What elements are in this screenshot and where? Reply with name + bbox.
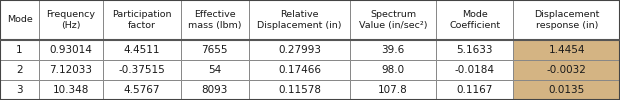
Bar [350, 60, 436, 80]
Text: -0.37515: -0.37515 [118, 65, 165, 75]
Bar [513, 80, 620, 100]
Text: 10.348: 10.348 [53, 85, 89, 95]
Text: 1.4454: 1.4454 [549, 45, 585, 55]
Text: 1: 1 [16, 45, 23, 55]
Text: Participation
factor: Participation factor [112, 10, 172, 30]
Bar [436, 60, 513, 80]
Text: Frequency
(Hz): Frequency (Hz) [46, 10, 95, 30]
Text: Mode
Coefficient: Mode Coefficient [449, 10, 500, 30]
Text: 107.8: 107.8 [378, 85, 408, 95]
Text: 54: 54 [208, 65, 221, 75]
Bar [249, 0, 350, 40]
Bar [513, 0, 620, 40]
Bar [0, 0, 39, 40]
Text: 4.4511: 4.4511 [123, 45, 160, 55]
Bar [513, 40, 620, 60]
Text: 8093: 8093 [202, 85, 228, 95]
Bar [180, 60, 249, 80]
Bar [350, 40, 436, 60]
Text: 0.17466: 0.17466 [278, 65, 321, 75]
Bar [0, 80, 39, 100]
Bar [0, 60, 39, 80]
Text: 0.11578: 0.11578 [278, 85, 321, 95]
Bar [103, 0, 180, 40]
Text: Displacement
response (in): Displacement response (in) [534, 10, 600, 30]
Text: Effective
mass (lbm): Effective mass (lbm) [188, 10, 241, 30]
Bar [350, 80, 436, 100]
Bar [0, 40, 39, 60]
Text: 5.1633: 5.1633 [456, 45, 493, 55]
Bar [103, 60, 180, 80]
Bar [103, 80, 180, 100]
Bar [39, 80, 103, 100]
Bar [180, 0, 249, 40]
Bar [436, 40, 513, 60]
Text: 2: 2 [16, 65, 23, 75]
Bar [513, 60, 620, 80]
Bar [436, 0, 513, 40]
Bar [249, 60, 350, 80]
Text: 39.6: 39.6 [381, 45, 405, 55]
Text: 4.5767: 4.5767 [123, 85, 160, 95]
Bar [39, 60, 103, 80]
Bar [39, 0, 103, 40]
Bar [180, 80, 249, 100]
Text: Mode: Mode [7, 16, 32, 24]
Text: 0.1167: 0.1167 [456, 85, 493, 95]
Text: 3: 3 [16, 85, 23, 95]
Text: 0.93014: 0.93014 [50, 45, 92, 55]
Bar [249, 40, 350, 60]
Text: -0.0032: -0.0032 [547, 65, 587, 75]
Bar [249, 80, 350, 100]
Bar [39, 40, 103, 60]
Text: Spectrum
Value (in/sec²): Spectrum Value (in/sec²) [359, 10, 427, 30]
Text: 98.0: 98.0 [381, 65, 405, 75]
Text: 7655: 7655 [202, 45, 228, 55]
Bar [350, 0, 436, 40]
Text: 7.12033: 7.12033 [50, 65, 92, 75]
Bar [436, 80, 513, 100]
Bar [103, 40, 180, 60]
Text: 0.27993: 0.27993 [278, 45, 321, 55]
Text: -0.0184: -0.0184 [454, 65, 495, 75]
Bar [180, 40, 249, 60]
Text: 0.0135: 0.0135 [549, 85, 585, 95]
Text: Relative
Displacement (in): Relative Displacement (in) [257, 10, 342, 30]
